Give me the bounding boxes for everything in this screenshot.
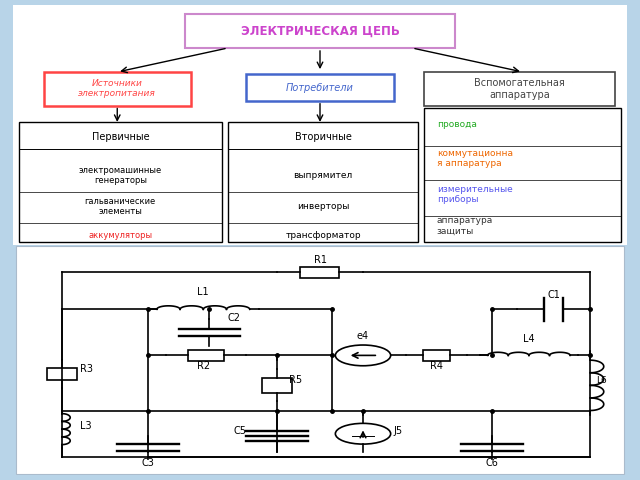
Text: J5: J5 [394,426,403,436]
Text: Первичные: Первичные [92,132,149,142]
Text: R4: R4 [430,361,444,371]
Text: Вторичные: Вторичные [294,132,351,142]
Text: Источники
электропитания: Источники электропитания [78,79,156,98]
Text: R1: R1 [314,255,326,265]
Text: выпрямител: выпрямител [294,171,353,180]
Bar [424,108,621,242]
Bar [185,14,455,48]
Bar [300,267,339,278]
Text: Потребители: Потребители [286,83,354,93]
Text: R5: R5 [289,375,303,385]
Text: C2: C2 [228,313,241,323]
Text: C3: C3 [141,458,154,468]
Text: L1: L1 [198,288,209,298]
Bar [424,72,615,106]
Text: измерительные
приборы: измерительные приборы [436,185,513,204]
Text: C1: C1 [547,290,560,300]
Text: C5: C5 [233,426,246,436]
Text: R2: R2 [196,361,210,371]
Text: L3: L3 [81,421,92,431]
Text: провода: провода [436,120,477,129]
Bar [188,349,224,361]
Text: e4: e4 [357,331,369,341]
Bar [228,122,419,242]
Bar [262,378,292,393]
Bar [47,368,77,380]
Text: коммутационна
я аппаратура: коммутационна я аппаратура [436,149,513,168]
Text: R3: R3 [81,363,93,373]
Text: инверторы: инверторы [297,202,349,211]
Text: Вспомогательная
аппаратура: Вспомогательная аппаратура [474,78,565,100]
Text: трансформатор: трансформатор [285,231,361,240]
Bar [44,72,191,106]
Text: L4: L4 [523,334,534,344]
Bar [422,349,451,361]
Text: ЭЛЕКТРИЧЕСКАЯ ЦЕПЬ: ЭЛЕКТРИЧЕСКАЯ ЦЕПЬ [241,24,399,38]
Text: электромашинные
генераторы: электромашинные генераторы [79,166,162,185]
Text: C6: C6 [486,458,499,468]
Text: аппаратура
защиты: аппаратура защиты [436,216,493,235]
Bar [246,74,394,101]
Text: гальванические
элементы: гальванические элементы [84,197,156,216]
Text: аккумуляторы: аккумуляторы [88,231,152,240]
Bar [19,122,221,242]
Text: L6: L6 [596,376,607,385]
